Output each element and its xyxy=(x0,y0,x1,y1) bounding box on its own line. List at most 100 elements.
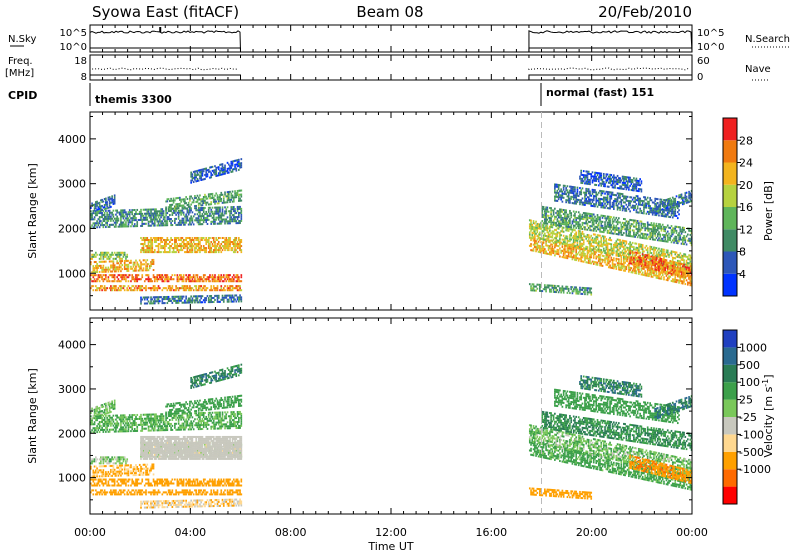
power-cell xyxy=(577,225,580,228)
power-cell xyxy=(236,205,239,208)
power-cell xyxy=(118,274,121,277)
power-cell xyxy=(666,249,669,252)
power-cell xyxy=(138,287,141,290)
power-cell xyxy=(609,249,611,252)
power-cell xyxy=(619,196,621,199)
power-cell xyxy=(181,236,184,239)
power-cell xyxy=(240,217,243,220)
power-cell xyxy=(685,243,688,246)
power-cell xyxy=(107,213,110,216)
power-cell xyxy=(150,224,152,227)
power-cell xyxy=(585,255,588,258)
power-cell xyxy=(650,230,653,233)
power-cell xyxy=(153,289,156,292)
power-cell xyxy=(185,278,187,281)
power-cell xyxy=(669,262,672,265)
power-cell xyxy=(599,226,601,229)
power-cell xyxy=(559,225,561,228)
power-cell xyxy=(549,219,551,222)
power-cell xyxy=(550,219,552,222)
power-cell xyxy=(659,223,662,226)
power-cell xyxy=(629,233,631,236)
power-cell xyxy=(610,252,613,255)
power-cell xyxy=(596,234,599,237)
power-cell xyxy=(151,247,154,250)
power-cell xyxy=(225,208,228,211)
power-cell xyxy=(668,253,670,256)
power-cell xyxy=(651,226,654,229)
power-cell xyxy=(202,195,205,199)
power-cell xyxy=(96,280,98,283)
power-cell xyxy=(597,224,600,227)
power-cell xyxy=(113,202,116,205)
power-cell xyxy=(189,274,191,277)
power-cell xyxy=(552,221,555,224)
power-cell xyxy=(142,263,145,266)
power-cell xyxy=(116,280,118,283)
power-cell xyxy=(126,217,129,220)
power-cell xyxy=(190,247,192,250)
power-cell xyxy=(191,217,194,220)
power-cell xyxy=(182,223,185,226)
power-cell xyxy=(217,166,220,169)
power-cell xyxy=(131,289,134,292)
power-cell xyxy=(606,255,609,258)
power-cell xyxy=(538,247,541,250)
power-cell xyxy=(153,208,156,211)
power-cell xyxy=(125,267,127,270)
power-cell xyxy=(614,228,616,231)
power-cell xyxy=(592,221,595,224)
power-cell xyxy=(544,248,546,251)
power-cell xyxy=(582,203,585,206)
power-cell xyxy=(577,245,580,248)
power-cell xyxy=(227,294,230,297)
power-cell xyxy=(586,190,589,193)
power-cell xyxy=(552,230,555,233)
power-cell xyxy=(106,217,108,220)
power-cell xyxy=(96,226,98,229)
power-cell xyxy=(546,235,549,238)
power-cell xyxy=(544,232,546,235)
power-cell xyxy=(234,247,236,250)
power-cell xyxy=(673,231,675,234)
power-cell xyxy=(224,222,226,225)
power-cell xyxy=(153,285,156,288)
power-cell xyxy=(605,248,608,251)
power-cell xyxy=(190,179,192,182)
power-cell xyxy=(160,210,162,213)
power-cell xyxy=(196,213,199,216)
power-cell xyxy=(611,232,614,235)
power-cell xyxy=(169,251,171,254)
power-cell xyxy=(174,299,176,302)
power-cell xyxy=(166,295,169,298)
power-cell xyxy=(191,299,194,302)
power-cell xyxy=(631,241,634,244)
power-cell xyxy=(596,226,599,229)
power-cell xyxy=(179,245,181,248)
power-cell xyxy=(554,183,556,186)
power-cell xyxy=(536,231,539,234)
power-cell xyxy=(600,230,603,233)
power-cell xyxy=(131,276,134,279)
power-cell xyxy=(170,236,172,239)
power-cell xyxy=(202,178,205,181)
power-cell xyxy=(239,189,241,192)
power-cell xyxy=(195,207,198,210)
power-cell xyxy=(146,296,149,299)
power-cell xyxy=(546,208,549,211)
power-cell xyxy=(580,191,583,194)
power-cell xyxy=(220,278,223,281)
power-cell xyxy=(538,236,541,239)
power-cell xyxy=(678,240,680,243)
power-cell xyxy=(126,265,129,268)
power-cell xyxy=(120,285,122,288)
power-cell xyxy=(95,265,97,268)
power-cell xyxy=(551,249,554,252)
power-cell xyxy=(92,280,95,283)
power-cell xyxy=(225,274,228,277)
power-cell xyxy=(181,219,184,222)
power-cell xyxy=(571,252,574,255)
power-cell xyxy=(95,201,97,204)
power-cell xyxy=(665,272,668,275)
power-cell xyxy=(653,272,655,275)
